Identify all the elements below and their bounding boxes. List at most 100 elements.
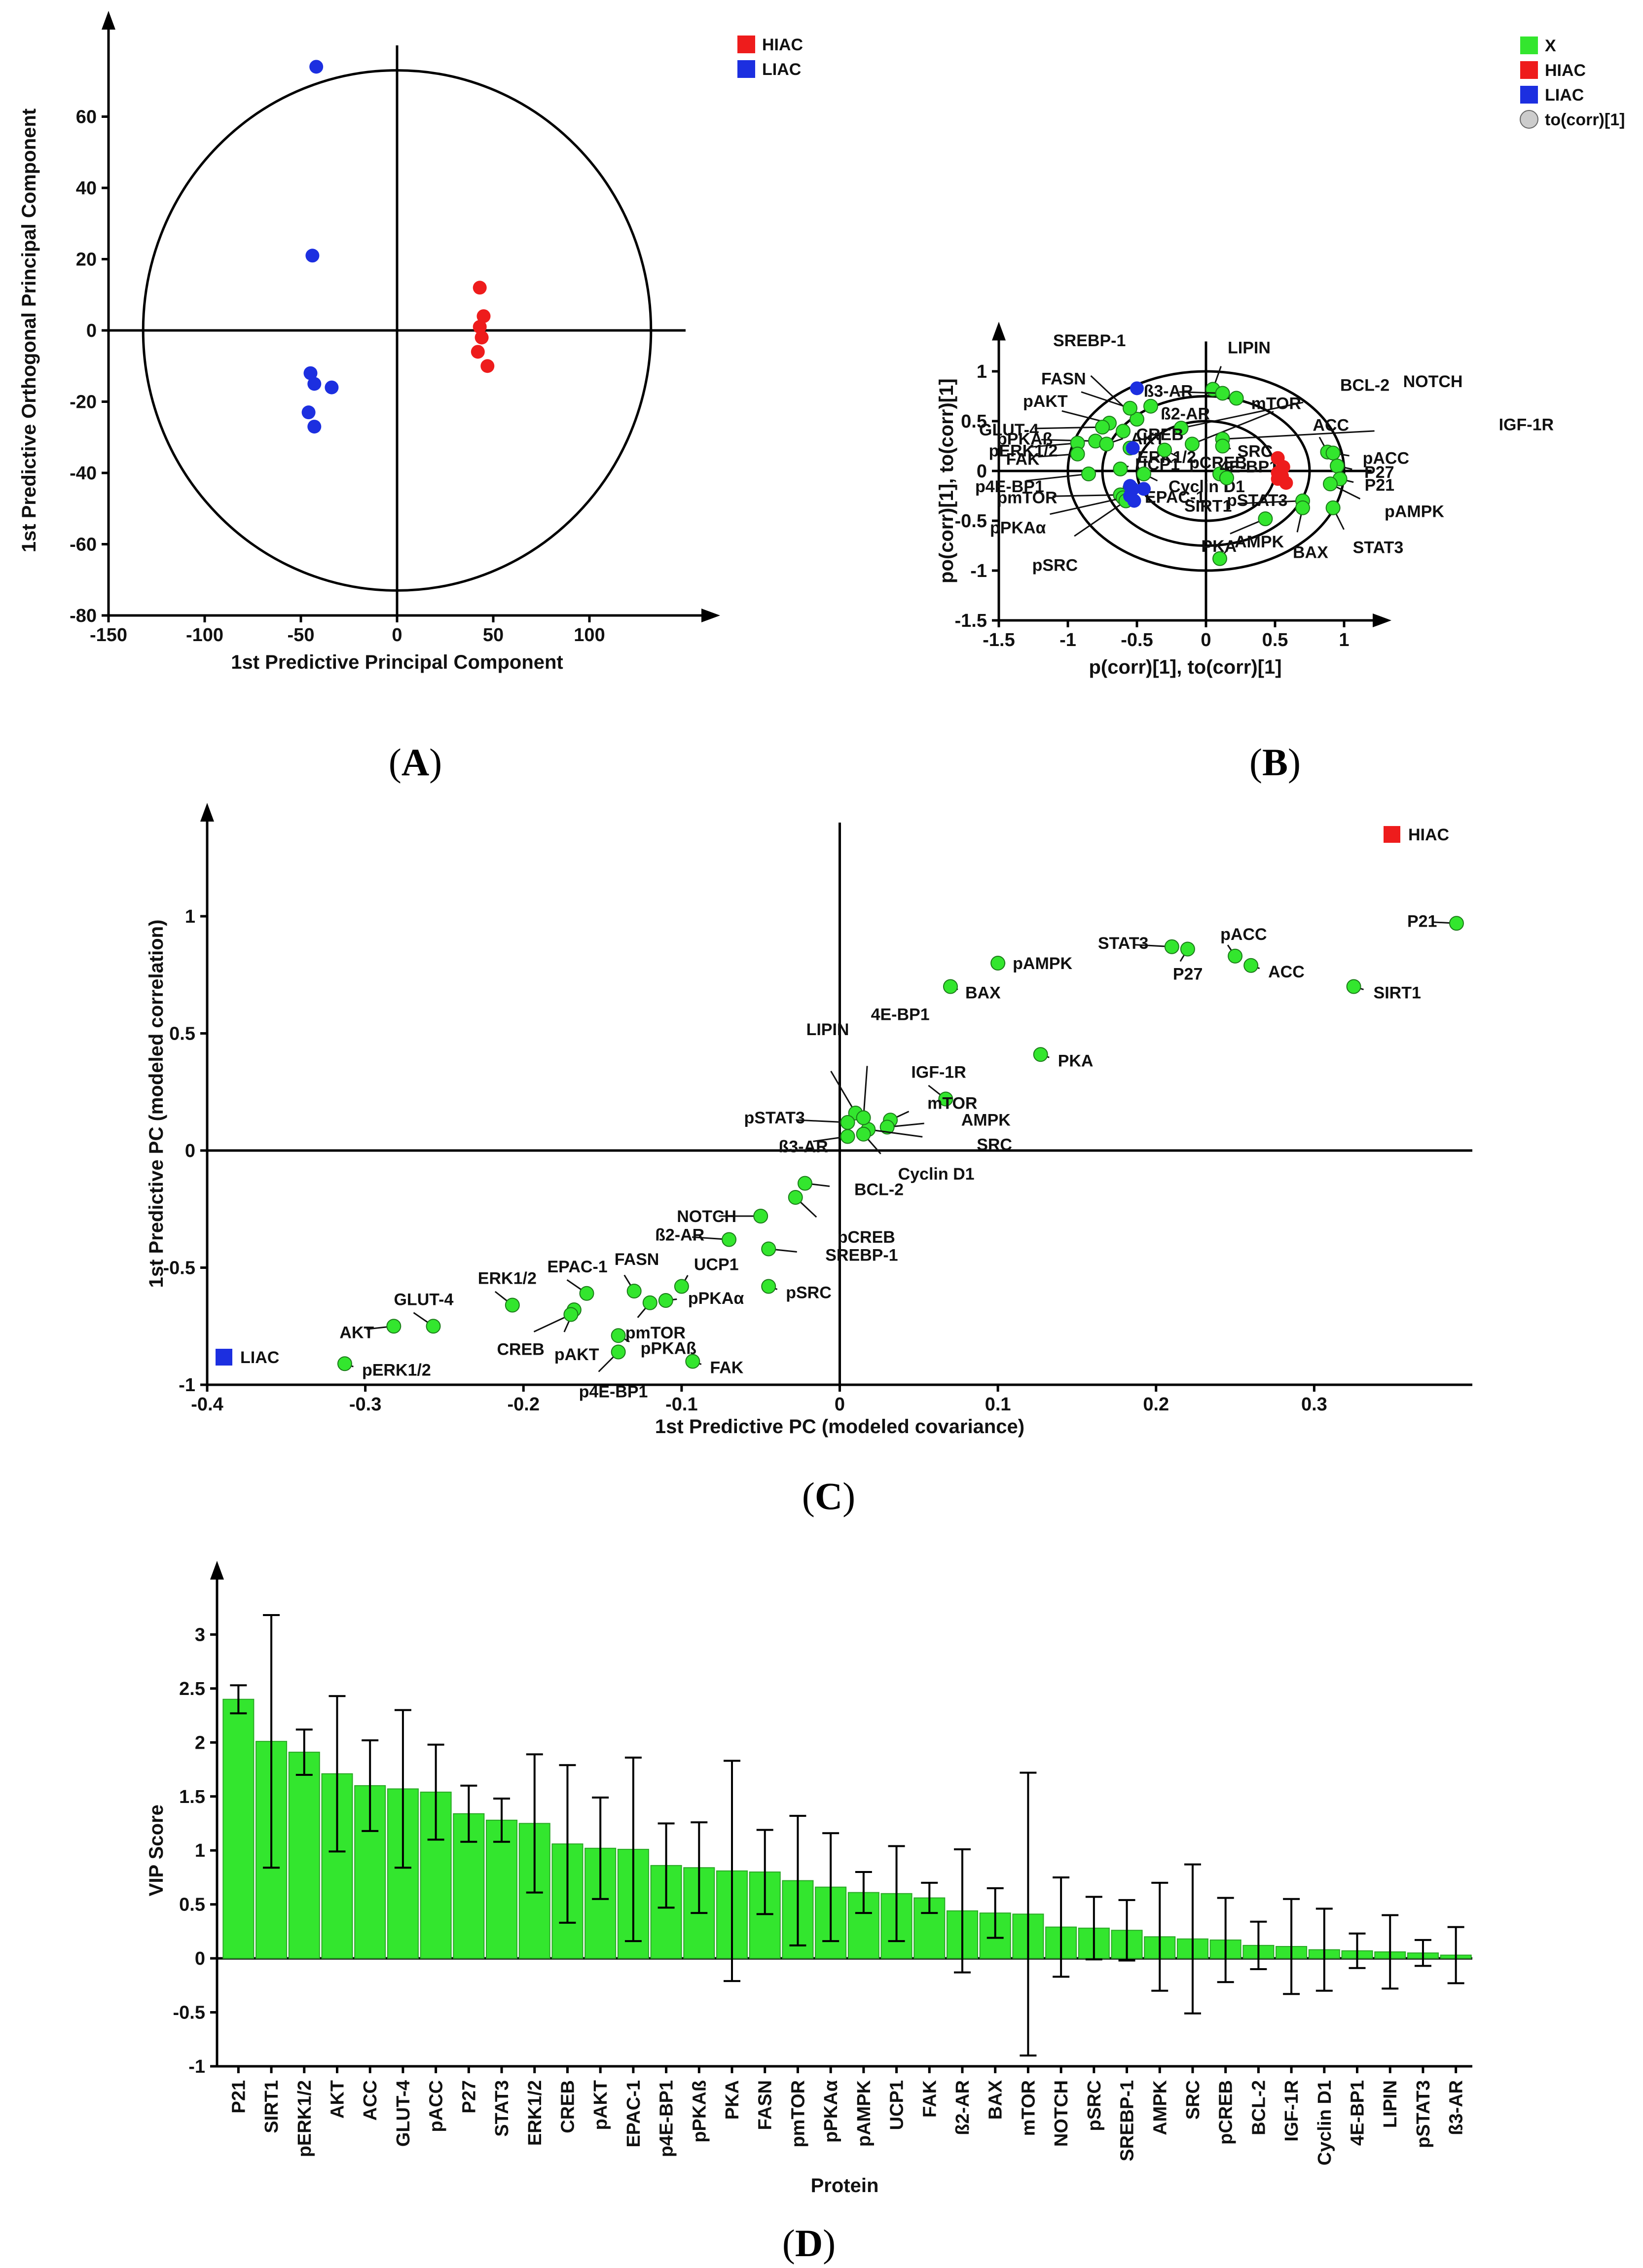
b-point-akt [1116,424,1131,439]
c-legend-swatch-liac [216,1349,232,1366]
b-x-axis-title: p(corr)[1], to(corr)[1] [1089,656,1281,678]
c-point-pmtor [642,1295,657,1310]
b-point-pampk [1323,476,1338,492]
c-point-pacc [1228,948,1243,964]
c-legend-label-liac: LIAC [240,1348,279,1367]
a-xtick-label: 0 [392,625,402,646]
b-point-liac [1130,381,1144,396]
b-legend-swatch-to-corr-1 [1520,110,1538,129]
d-xtick-label-p21: P21 [228,2080,249,2114]
d-xtick-label-beta3-ar: ß3-AR [1446,2080,1467,2135]
b-label-beta2-ar: ß2-AR [1161,405,1210,424]
a-confidence-ellipse [142,69,653,592]
c-label-pstat3: pSTAT3 [744,1109,805,1127]
b-leader-psrc [1074,500,1127,537]
a-point-liac [325,380,339,395]
c-label-igf-1r: IGF-1R [911,1063,966,1082]
c-point-akt [386,1319,402,1334]
c-xtick-label: -0.2 [508,1394,540,1415]
b-label-sirt1: SIRT1 [1184,497,1232,516]
d-xtick-label-lipin: LIPIN [1380,2080,1401,2128]
b-xtick-label: -1.5 [983,630,1015,650]
b-point-liac [1137,482,1151,496]
c-label-stat3: STAT3 [1098,934,1149,953]
c-label-4e-bp1: 4E-BP1 [871,1006,930,1024]
b-correlation-circle [1066,370,1346,572]
b-legend-label-hiac: HIAC [1545,61,1586,80]
b-point-src [1215,438,1230,454]
d-xtick-label-notch: NOTCH [1051,2080,1072,2147]
c-xtick-label: -0.3 [349,1394,381,1415]
panel-label-d: (D) [782,2222,836,2265]
d-ytick-label: 0.5 [179,1895,205,1915]
c-point-erk1-2 [505,1297,520,1313]
panel-label-c: (C) [802,1475,855,1517]
b-xtick-label: 0.5 [1262,630,1288,650]
c-label-sirt1: SIRT1 [1374,984,1421,1003]
a-point-hiac [475,330,489,345]
c-label-pmtor: pmTOR [625,1324,686,1342]
a-point-hiac [480,359,495,373]
b-label-pakt: pAKT [1023,392,1068,411]
c-point-creb [563,1307,579,1322]
d-ytick-label: -0.5 [173,2003,205,2023]
b-ytick-label: -1.5 [955,611,987,631]
d-xtick-label-cyclin-d1: Cyclin D1 [1314,2080,1335,2165]
b-legend-swatch-liac [1520,86,1538,104]
b-leader-p4e-bp1 [1026,473,1089,482]
b-point-hiac [1276,460,1290,474]
b-label-ppkaalpha: pPKAα [990,519,1046,538]
c-point-p21 [1449,916,1464,931]
a-xtick-label: 100 [574,625,605,646]
b-point-beta2-ar [1143,398,1158,414]
c-ytick-label: 0.5 [169,1024,195,1044]
b-legend-swatch-x [1520,36,1538,54]
c-label-akt: AKT [339,1323,374,1342]
c-label-src: SRC [977,1135,1012,1154]
c-label-creb: CREB [497,1340,544,1359]
c-point-p4e-bp1 [611,1344,626,1360]
b-point-pka [1258,511,1273,526]
d-xtick-label-bax: BAX [986,2080,1006,2120]
c-point-fak [685,1354,700,1369]
b-point-glut-4 [1095,420,1110,435]
b-label-epac-1: EPAC-1 [1145,488,1205,506]
c-label-p27: P27 [1173,965,1203,984]
d-ytick-label: -1 [188,2056,205,2077]
d-xtick-label-ppkaalpha: pPKAα [821,2080,841,2143]
d-ytick-label: 1 [195,1840,205,1861]
a-point-hiac [473,320,487,334]
a-point-liac [305,249,320,263]
b-point-beta3-ar [1215,386,1230,401]
b-point-p27 [1330,458,1345,473]
d-xtick-label-fasn: FASN [755,2080,776,2130]
d-ytick-label: 1.5 [179,1787,205,1807]
b-label-fasn: FASN [1041,370,1086,389]
c-label-ampk: AMPK [961,1111,1011,1130]
c-x-axis-title: 1st Predictive PC (modeled covariance) [655,1416,1024,1438]
b-leader-bcl-2 [1192,411,1274,445]
d-xtick-label-mtor: mTOR [1018,2080,1039,2136]
d-xtick-label-ucp1: UCP1 [887,2080,908,2130]
b-leader-glut-4 [1034,426,1103,430]
c-label-fak: FAK [710,1359,743,1377]
b-point-pacc [1325,445,1341,461]
c-leader-src [868,1128,923,1138]
b-label-acc: ACC [1313,416,1349,435]
c-point-glut-4 [426,1319,441,1334]
c-xtick-label: 0 [835,1394,845,1415]
panel-c-chart: -0.4 -0.3 -0.2 -0.1 0 0.1 0.2 0.3 -1 -0.5 0 0.5 1 P21… [146,803,1472,1438]
b-label-pampk: pAMPK [1385,502,1444,521]
d-xtick-label-igf-1r: IGF-1R [1281,2080,1302,2142]
b-label-mtor: mTOR [1251,395,1301,413]
b-leader-perk1-2 [1028,442,1078,448]
d-xtick-label-glut-4: GLUT-4 [393,2080,414,2147]
b-point-pcreb [1157,442,1172,458]
c-point-fasn [626,1284,642,1298]
b-label-p21: P21 [1365,476,1395,495]
b-point-pstat3 [1219,470,1234,486]
c-y-axis-title: 1st Predictive PC (modeled correlation) [146,920,167,1288]
a-point-hiac [476,309,491,324]
c-point-perk1-2 [337,1356,352,1371]
c-label-notch: NOTCH [677,1207,736,1226]
